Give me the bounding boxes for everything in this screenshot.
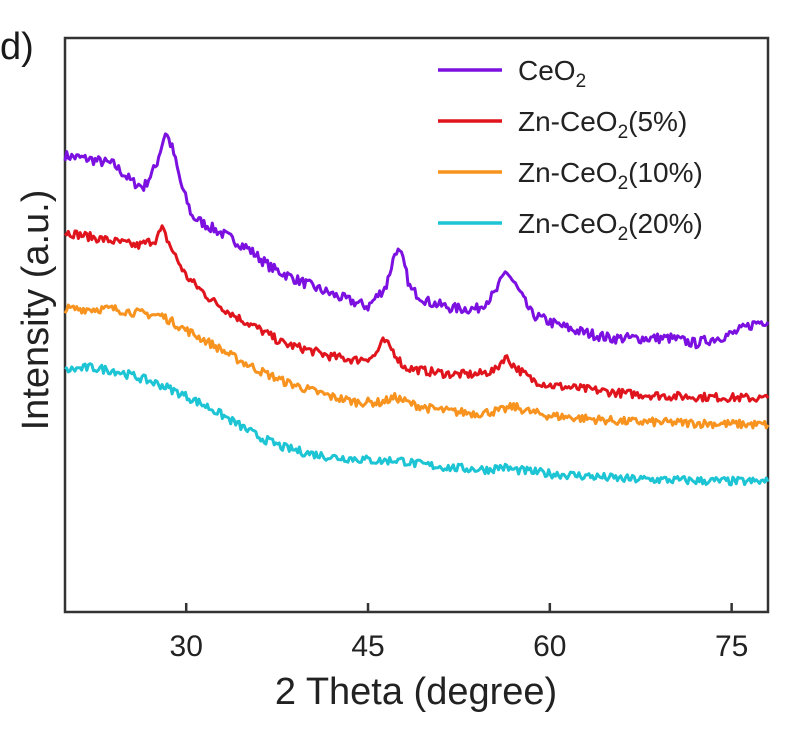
series-line-2	[63, 224, 770, 403]
x-axis-title: 2 Theta (degree)	[275, 671, 557, 713]
series-line-4	[64, 362, 770, 487]
panel-label: d)	[0, 26, 34, 68]
x-ticks: 30 45 60 75	[170, 603, 748, 663]
legend: CeO2 Zn-CeO2(5%) Zn-CeO2(10%) Zn-CeO2(20%)	[438, 55, 703, 245]
series-layer	[63, 132, 770, 487]
y-axis-title: Intensity (a.u.)	[15, 190, 57, 431]
series-line-1	[63, 132, 770, 350]
legend-label: CeO2	[518, 55, 586, 92]
legend-label: Zn-CeO2(20%)	[518, 208, 703, 245]
legend-label: Zn-CeO2(10%)	[518, 157, 703, 194]
x-tick-label: 60	[533, 630, 566, 663]
legend-label: Zn-CeO2(5%)	[518, 106, 687, 143]
x-tick-label: 45	[351, 630, 384, 663]
x-tick-label: 30	[170, 630, 203, 663]
series-line-3	[63, 303, 770, 430]
x-tick-label: 75	[715, 630, 748, 663]
